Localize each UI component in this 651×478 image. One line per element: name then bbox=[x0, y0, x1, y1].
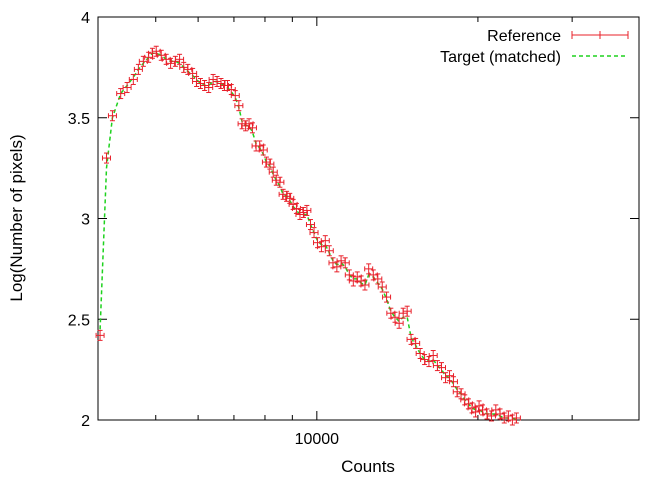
reference-point bbox=[478, 404, 488, 416]
reference-point bbox=[285, 192, 295, 204]
y-tick-label: 4 bbox=[81, 10, 90, 27]
reference-point bbox=[151, 45, 161, 57]
reference-point bbox=[244, 118, 254, 130]
reference-point bbox=[324, 245, 334, 257]
x-axis-title: Counts bbox=[341, 457, 395, 476]
target-series bbox=[99, 52, 517, 421]
reference-point bbox=[302, 204, 312, 216]
reference-point bbox=[183, 63, 193, 75]
reference-point bbox=[394, 317, 404, 329]
reference-point bbox=[295, 208, 305, 220]
reference-point bbox=[161, 53, 171, 65]
y-axis-title: Log(Number of pixels) bbox=[7, 134, 26, 301]
reference-point bbox=[445, 370, 455, 382]
reference-series bbox=[95, 45, 521, 426]
y-tick-label: 3 bbox=[81, 212, 90, 229]
reference-point bbox=[364, 263, 374, 275]
reference-point bbox=[258, 144, 268, 156]
reference-point bbox=[368, 269, 378, 281]
reference-point bbox=[495, 408, 505, 420]
reference-point bbox=[448, 376, 458, 388]
reference-point bbox=[101, 152, 111, 164]
reference-point bbox=[511, 412, 521, 424]
legend-label-reference: Reference bbox=[487, 28, 561, 45]
reference-point bbox=[156, 49, 166, 61]
reference-point bbox=[138, 55, 148, 67]
plot-frame bbox=[97, 16, 640, 421]
reference-point bbox=[332, 261, 342, 273]
reference-point bbox=[275, 176, 285, 188]
reference-point bbox=[247, 122, 257, 134]
legend: Reference Target (matched) bbox=[440, 28, 629, 66]
y-tick-label: 2.5 bbox=[68, 312, 90, 329]
reference-point bbox=[175, 53, 185, 65]
reference-point bbox=[305, 219, 315, 231]
reference-point bbox=[360, 279, 370, 291]
reference-point bbox=[402, 305, 412, 317]
reference-point bbox=[261, 156, 271, 168]
y-tick-label: 3.5 bbox=[68, 111, 90, 128]
legend-swatch-reference bbox=[571, 31, 629, 39]
reference-point bbox=[428, 350, 438, 362]
reference-point bbox=[95, 329, 105, 341]
reference-point bbox=[128, 73, 138, 85]
reference-point bbox=[373, 273, 383, 285]
reference-point bbox=[265, 158, 275, 170]
reference-point bbox=[474, 400, 484, 412]
reference-point bbox=[406, 333, 416, 345]
reference-point bbox=[424, 356, 434, 368]
reference-point bbox=[122, 82, 132, 94]
reference-point bbox=[377, 281, 387, 293]
reference-point bbox=[486, 410, 496, 422]
legend-label-target: Target (matched) bbox=[440, 49, 561, 66]
reference-point bbox=[133, 63, 143, 75]
reference-point bbox=[268, 166, 278, 178]
reference-point bbox=[456, 388, 466, 400]
reference-point bbox=[382, 291, 392, 303]
reference-point bbox=[316, 241, 326, 253]
reference-point bbox=[116, 88, 126, 100]
reference-point bbox=[309, 227, 319, 239]
y-axis: 2 2.5 3 3.5 4 bbox=[68, 10, 639, 430]
reference-point bbox=[288, 198, 298, 210]
reference-point bbox=[234, 100, 244, 112]
reference-point bbox=[411, 337, 421, 349]
reference-point bbox=[437, 362, 447, 374]
reference-point bbox=[278, 188, 288, 200]
reference-point bbox=[188, 67, 198, 79]
reference-point bbox=[344, 269, 354, 281]
y-tick-label: 2 bbox=[81, 413, 90, 430]
reference-point bbox=[204, 82, 214, 94]
x-tick-label: 10000 bbox=[295, 431, 340, 448]
x-axis: 10000 bbox=[155, 17, 640, 448]
reference-point bbox=[340, 257, 350, 269]
target-line bbox=[99, 52, 517, 421]
reference-point bbox=[107, 110, 117, 122]
reference-point bbox=[166, 57, 176, 69]
